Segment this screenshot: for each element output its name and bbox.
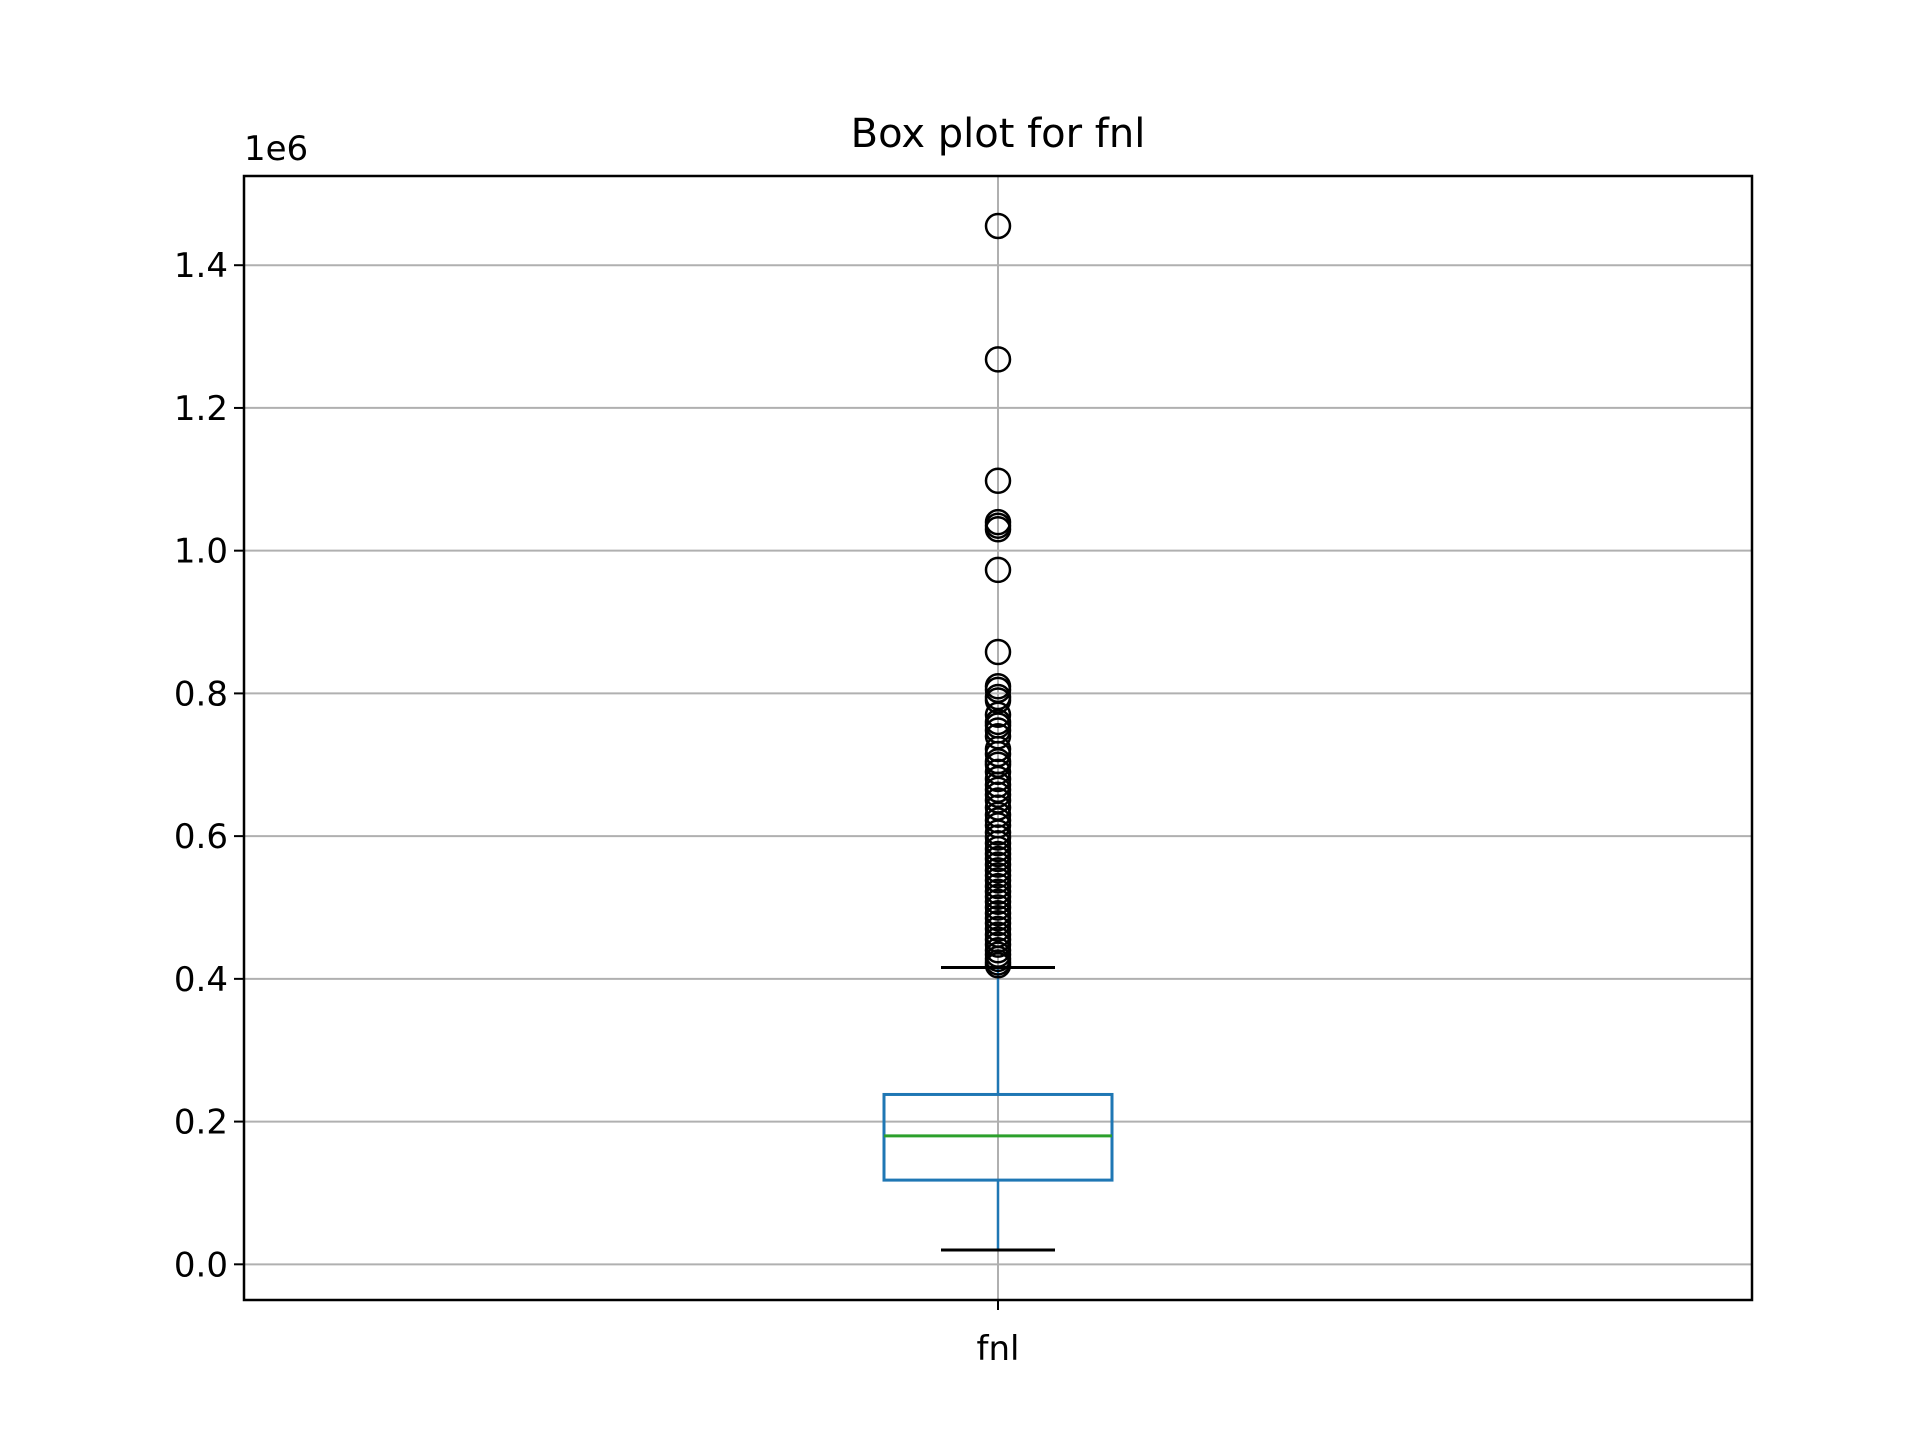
outlier-point xyxy=(984,765,1012,793)
y-offset-label: 1e6 xyxy=(244,129,308,169)
outlier-point xyxy=(984,851,1012,878)
y-tick-label: 1.0 xyxy=(174,532,228,572)
outlier-point xyxy=(984,638,1012,666)
chart-title: Box plot for fnl xyxy=(851,111,1146,157)
outlier-point xyxy=(984,872,1012,900)
outlier-point xyxy=(984,931,1012,958)
outlier-point xyxy=(984,781,1012,808)
outlier-point xyxy=(984,952,1012,979)
outlier-point xyxy=(984,824,1012,851)
outlier-point xyxy=(984,830,1012,857)
y-tick-label: 0.8 xyxy=(174,674,228,714)
outlier-point xyxy=(984,701,1012,729)
outlier-point xyxy=(984,867,1012,894)
outlier-point xyxy=(984,516,1012,543)
outlier-point xyxy=(984,915,1012,943)
outlier-point xyxy=(984,845,1012,873)
outlier-point xyxy=(984,894,1012,921)
tick-layer: 0.0 0.2 0.4 0.6 0.8 1.0 1.2 1.4 xyxy=(174,246,999,1310)
x-tick-label-fnl: fnl xyxy=(977,1329,1020,1369)
outlier-point xyxy=(984,212,1012,240)
outlier-point xyxy=(984,556,1012,584)
y-tick-label: 1.4 xyxy=(174,246,228,286)
y-tick-label: 0.2 xyxy=(174,1103,228,1143)
y-tick-label: 0.0 xyxy=(174,1245,228,1285)
outlier-point xyxy=(984,909,1012,937)
y-tick-label: 0.4 xyxy=(174,960,228,1000)
outlier-point xyxy=(984,888,1012,916)
outlier-markers xyxy=(984,212,1012,979)
y-tick-label: 1.2 xyxy=(174,389,228,429)
y-tick-label: 0.6 xyxy=(174,817,228,857)
outlier-point xyxy=(984,467,1012,494)
outlier-point xyxy=(984,346,1012,373)
